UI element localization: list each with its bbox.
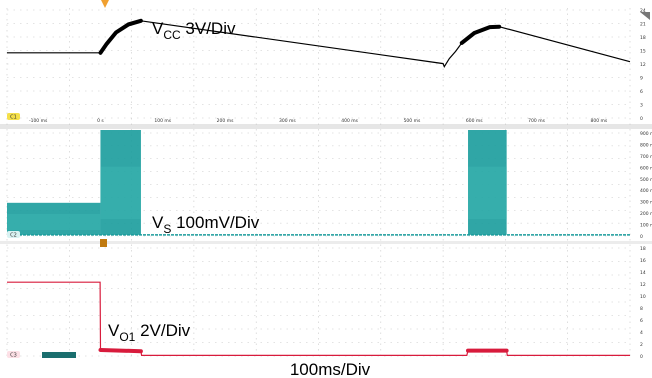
waveforms — [7, 18, 631, 356]
y-tick-label: 0 — [640, 354, 643, 360]
x-tick-label: 0 s — [97, 118, 104, 124]
ripple-band-c1 — [459, 24, 502, 45]
y-tick-label: 10 — [640, 294, 646, 300]
switching-burst-c2-core — [468, 166, 507, 220]
y-tick-label: 800 m — [640, 142, 652, 148]
y-tick-label: 100 m — [640, 223, 652, 229]
x-tick-label: 200 ms — [217, 118, 234, 124]
y-tick-label: 900 m — [640, 131, 652, 137]
panel-separator — [0, 124, 652, 129]
trigger-level-marker — [100, 239, 107, 247]
y-tick-label: 9 — [640, 76, 643, 82]
trigger-position-marker — [101, 0, 109, 8]
y-tick-label: 600 m — [640, 165, 652, 171]
x-tick-label: 400 ms — [341, 118, 358, 124]
y-tick-label: 24 — [640, 8, 646, 14]
y-tick-label: 4 — [640, 330, 643, 336]
x-tick-label: 800 ms — [590, 118, 607, 124]
y-tick-label: 18 — [640, 246, 646, 252]
switching-burst-c2-core — [100, 166, 141, 220]
svg-text:C1: C1 — [10, 115, 17, 121]
tick-labels: -100 ms 0 s 100 ms 200 ms 300 ms 400 ms 500 ms… — [29, 8, 652, 360]
x-tick-label: 700 ms — [528, 118, 545, 124]
channel-badge-c3: C3 — [7, 351, 20, 359]
y-tick-label: 6 — [640, 89, 643, 95]
y-tick-label: 0 — [640, 116, 643, 122]
y-tick-label: 200 m — [640, 211, 652, 217]
y-tick-label: 6 — [640, 318, 643, 324]
y-tick-label: 2 — [640, 342, 643, 348]
channel-badge-c1: C1 — [7, 113, 20, 121]
panel-separator — [0, 241, 652, 244]
y-tick-label: 21 — [640, 22, 646, 28]
y-tick-label: 0 — [640, 234, 643, 240]
c3-offset-marker — [42, 352, 76, 358]
switching-burst-c2 — [468, 130, 507, 235]
y-tick-label: 3 — [640, 103, 643, 109]
timebase-label: 100ms/Div — [290, 360, 371, 378]
y-tick-label: 8 — [640, 306, 643, 312]
svg-text:C2: C2 — [10, 233, 17, 239]
grid — [0, 8, 652, 358]
x-tick-label: 500 ms — [404, 118, 421, 124]
vo1-scale-label: VO1 2V/Div — [108, 321, 191, 344]
y-tick-label: 16 — [640, 258, 646, 264]
x-tick-label: 100 ms — [154, 118, 171, 124]
y-tick-label: 500 m — [640, 177, 652, 183]
switching-burst-c2 — [100, 130, 141, 235]
waveform-c3 — [7, 281, 630, 356]
y-tick-label: 300 m — [640, 200, 652, 206]
vcc-scale-label: VCC 3V/Div — [152, 19, 236, 42]
y-tick-label: 14 — [640, 270, 646, 276]
y-tick-label: 12 — [640, 282, 646, 288]
x-tick-label: 600 ms — [466, 118, 483, 124]
y-tick-label: 15 — [640, 49, 646, 55]
x-tick-label: 300 ms — [279, 118, 296, 124]
ripple-band-c1 — [98, 18, 143, 55]
channel-badge-c2: C2 — [7, 231, 20, 239]
x-tick-label: -100 ms — [29, 118, 48, 124]
ripple-band-c3 — [98, 348, 143, 354]
y-tick-label: 700 m — [640, 154, 652, 160]
svg-text:C3: C3 — [10, 353, 17, 359]
waveform-c1 — [7, 20, 631, 69]
top-right-marker-icon — [640, 12, 650, 20]
y-tick-label: 12 — [640, 62, 646, 68]
switching-burst-c2 — [7, 202, 101, 235]
vs-scale-label: VS 100mV/Div — [152, 213, 260, 236]
switching-burst-c2-core — [7, 214, 101, 231]
y-tick-label: 18 — [640, 35, 646, 41]
y-tick-label: 400 m — [640, 188, 652, 194]
